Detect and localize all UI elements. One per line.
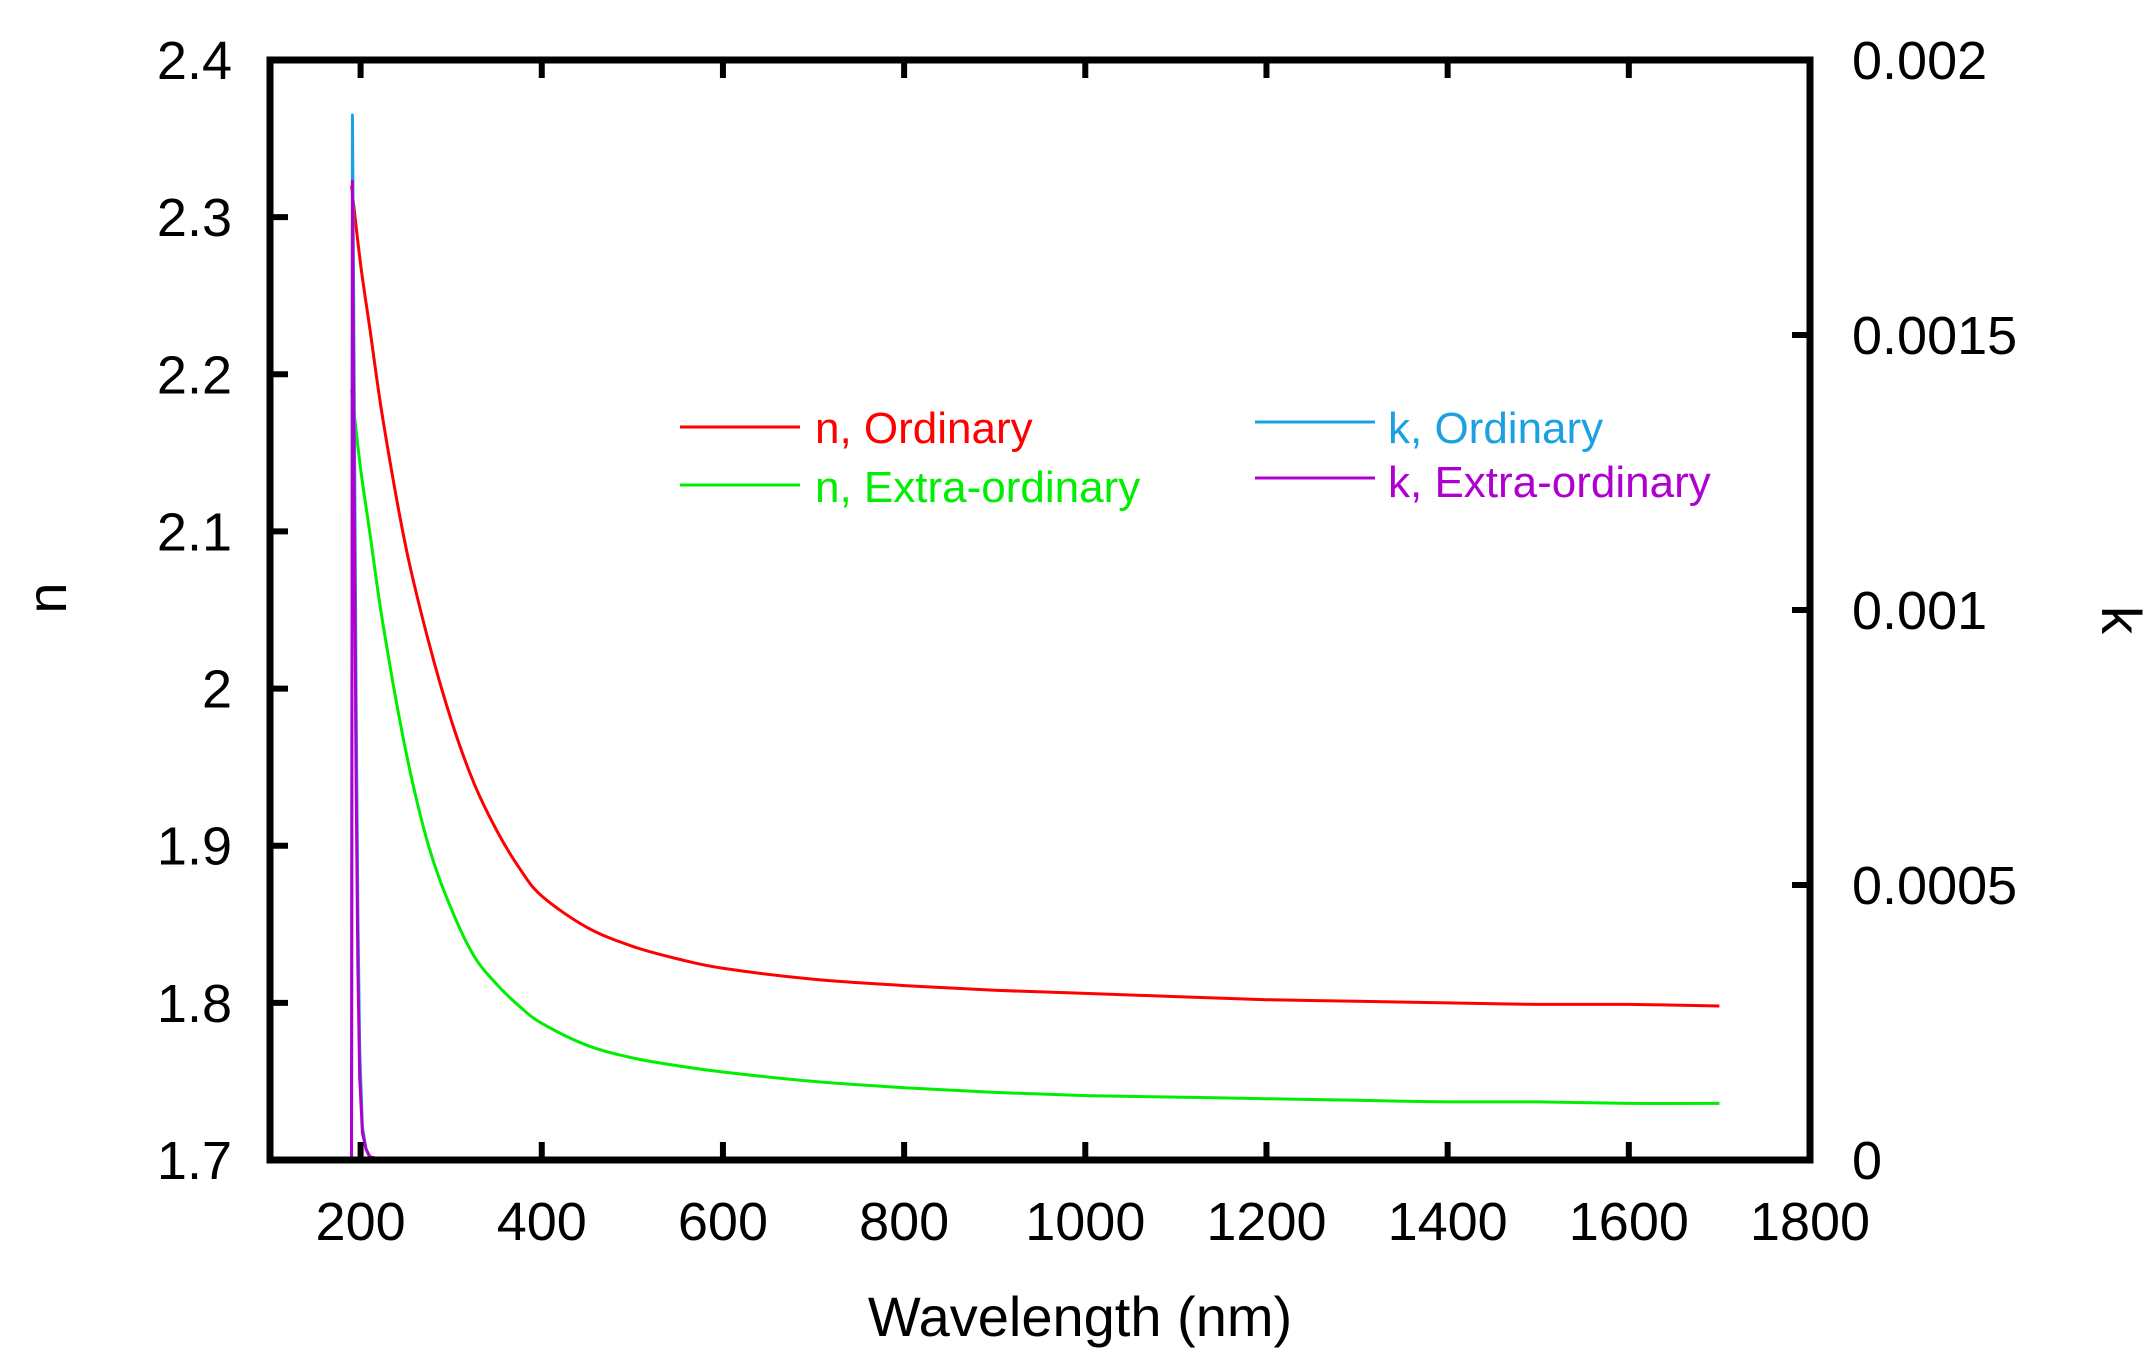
- plot-frame: [266, 56, 1814, 1164]
- x-tick-label: 600: [678, 1192, 768, 1252]
- y-right-tick-label: 0.001: [1852, 581, 1987, 641]
- y-right-tick-label: 0: [1852, 1131, 1882, 1191]
- x-tick-label: 1600: [1569, 1192, 1689, 1252]
- y-left-tick-label: 2.4: [157, 31, 232, 91]
- x-tick-label: 1800: [1750, 1192, 1870, 1252]
- legend-layer: n, Ordinary n, Extra-ordinary k, Ordinary k…: [680, 404, 1711, 512]
- x-tick-label: 200: [316, 1192, 406, 1252]
- ticks-layer: [270, 57, 1813, 1163]
- x-tick-label: 1200: [1206, 1192, 1326, 1252]
- legend-label-k-extra-ordinary: k, Extra-ordinary: [1388, 458, 1711, 507]
- x-tick-label: 800: [859, 1192, 949, 1252]
- y-left-tick-label: 1.9: [157, 817, 232, 877]
- y-left-tick-label: 2.2: [157, 345, 232, 405]
- y-left-tick-label: 2: [202, 660, 232, 720]
- y-left-tick-label: 2.1: [157, 502, 232, 562]
- y-left-tick-label: 1.8: [157, 974, 232, 1034]
- series-line-n-ordinary: [350, 185, 1720, 1008]
- x-tick-label: 400: [497, 1192, 587, 1252]
- legend-label-n-ordinary: n, Ordinary: [815, 404, 1033, 453]
- y-axis-title-right: k: [2090, 606, 2153, 635]
- y-axis-title-left: n: [15, 582, 78, 613]
- y-left-tick-label: 2.3: [157, 188, 232, 248]
- x-tick-label: 1000: [1025, 1192, 1145, 1252]
- series-layer: [350, 113, 1720, 1162]
- series-line-n-extra-ordinary: [350, 389, 1720, 1106]
- x-axis-title: Wavelength (nm): [868, 1285, 1292, 1348]
- series-line-k-extra-ordinary: [350, 179, 1720, 1162]
- labels-layer: 200 400 600 800 1000 1200 1400 1600 1800 1.7 1.8 1.…: [157, 31, 2017, 1252]
- y-right-tick-label: 0.002: [1852, 31, 1987, 91]
- y-left-tick-label: 1.7: [157, 1131, 232, 1191]
- y-right-tick-label: 0.0015: [1852, 306, 2017, 366]
- y-right-tick-label: 0.0005: [1852, 856, 2017, 916]
- legend-label-n-extra-ordinary: n, Extra-ordinary: [815, 463, 1140, 512]
- legend-label-k-ordinary: k, Ordinary: [1388, 404, 1603, 453]
- x-tick-label: 1400: [1388, 1192, 1508, 1252]
